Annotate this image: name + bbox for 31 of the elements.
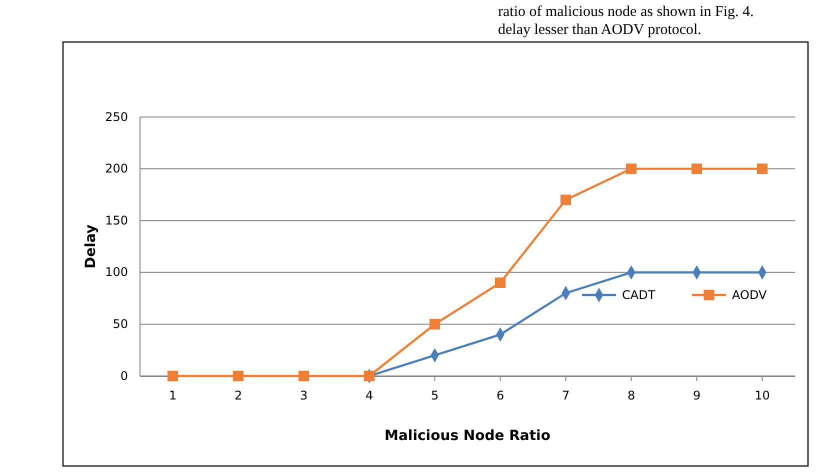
x-tick-label: 1 [168, 388, 177, 403]
point [233, 370, 244, 382]
point [168, 370, 178, 382]
point [430, 318, 440, 330]
y-tick-label: 200 [105, 162, 128, 176]
x-tick-label: 4 [365, 388, 374, 403]
legend-label: AODV [732, 288, 768, 302]
point [495, 278, 506, 288]
x-tick-label: 8 [627, 388, 636, 403]
x-tick-label: 6 [496, 388, 504, 403]
point [626, 164, 636, 174]
x-tick-label: 7 [562, 388, 570, 403]
y-tick-label: 250 [105, 110, 128, 124]
x-tick-label: 5 [430, 388, 439, 403]
point [692, 164, 702, 174]
point [560, 194, 571, 206]
text: delay lesser than AODV protocol. [498, 22, 702, 38]
x-tick-label: 10 [754, 388, 770, 403]
y-tick-label: 0 [120, 368, 128, 383]
x-tick-label: 9 [692, 388, 701, 403]
legend-label: CADT [622, 288, 656, 302]
y-tick-label: 150 [105, 213, 128, 228]
x-axis-title: Malicious Node Ratio [384, 428, 551, 444]
y-axis-title: Delay [83, 224, 99, 269]
point [757, 164, 768, 174]
x-tick-label: 3 [300, 388, 308, 403]
y-tick-label: 50 [112, 317, 128, 332]
point [298, 370, 309, 382]
x-tick-label: 2 [234, 388, 242, 403]
y-tick-label: 100 [105, 265, 128, 280]
text: ratio of malicious node as shown in Fig. 4. [498, 4, 754, 20]
